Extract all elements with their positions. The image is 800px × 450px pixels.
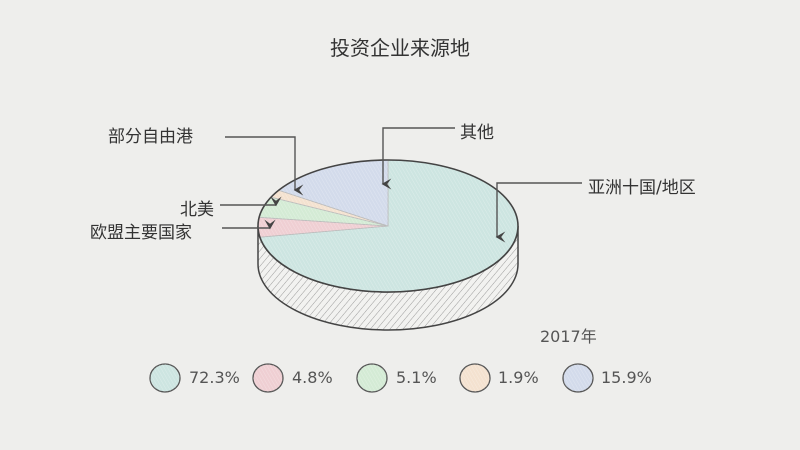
label-north-america: 北美 [180, 200, 214, 220]
legend-swatch-texture-2 [357, 364, 387, 392]
pie-top-outline [257, 159, 519, 293]
label-asia: 亚洲十国/地区 [588, 178, 696, 198]
label-eu: 欧盟主要国家 [90, 223, 192, 243]
pie-slice-texture-1 [258, 217, 388, 238]
legend-label-4: 15.9% [601, 368, 652, 387]
pie-slice-texture-4 [278, 160, 388, 226]
legend-label-1: 4.8% [292, 368, 333, 387]
pie-slice-texture-2 [259, 197, 388, 226]
legend-swatch-texture-4 [563, 364, 593, 392]
label-other: 其他 [460, 123, 494, 143]
legend-swatch-texture-3 [460, 364, 490, 392]
leader-free-port-arrow [225, 136, 304, 196]
legend-swatch-texture-0 [150, 364, 180, 392]
pie-slice-texture-3 [271, 190, 388, 226]
leader-other-arrow [381, 127, 455, 190]
label-free-port: 部分自由港 [108, 127, 193, 147]
legend-label-3: 1.9% [498, 368, 539, 387]
legend-label-0: 72.3% [189, 368, 240, 387]
leader-asia-arrow [495, 182, 582, 243]
pie-slice-texture-0 [259, 160, 519, 292]
chart-title: 投资企业来源地 [330, 36, 470, 60]
legend-swatch-texture-1 [253, 364, 283, 392]
chart-subtitle-year: 2017年 [540, 327, 597, 346]
legend-label-2: 5.1% [396, 368, 437, 387]
